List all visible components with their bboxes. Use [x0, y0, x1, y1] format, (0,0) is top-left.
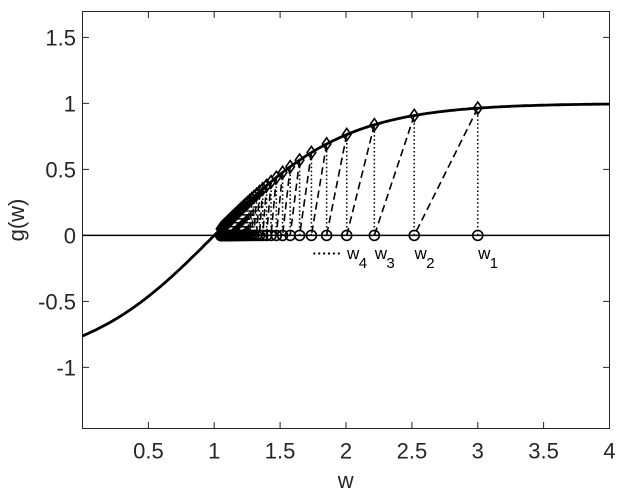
svg-text:w: w: [477, 244, 491, 263]
svg-text:2.5: 2.5: [397, 439, 428, 464]
svg-text:4: 4: [603, 439, 615, 464]
svg-text:2: 2: [340, 439, 352, 464]
svg-text:1: 1: [490, 255, 498, 272]
svg-text:3.5: 3.5: [528, 439, 559, 464]
svg-text:-1: -1: [56, 355, 76, 380]
svg-text:w: w: [346, 244, 360, 263]
svg-text:0.5: 0.5: [45, 157, 76, 182]
svg-text:w: w: [414, 244, 428, 263]
svg-text:1: 1: [64, 91, 76, 116]
svg-text:1: 1: [208, 439, 220, 464]
svg-text:0: 0: [64, 223, 76, 248]
svg-text:4: 4: [359, 255, 367, 272]
svg-text:0.5: 0.5: [133, 439, 164, 464]
svg-text:3: 3: [386, 255, 394, 272]
svg-text:g(w): g(w): [4, 199, 29, 242]
svg-text:-0.5: -0.5: [38, 289, 76, 314]
svg-text:1.5: 1.5: [265, 439, 296, 464]
svg-text:2: 2: [426, 255, 434, 272]
svg-text:w: w: [337, 468, 354, 492]
svg-text:3: 3: [472, 439, 484, 464]
svg-text:w: w: [374, 244, 388, 263]
svg-text:1.5: 1.5: [45, 25, 76, 50]
